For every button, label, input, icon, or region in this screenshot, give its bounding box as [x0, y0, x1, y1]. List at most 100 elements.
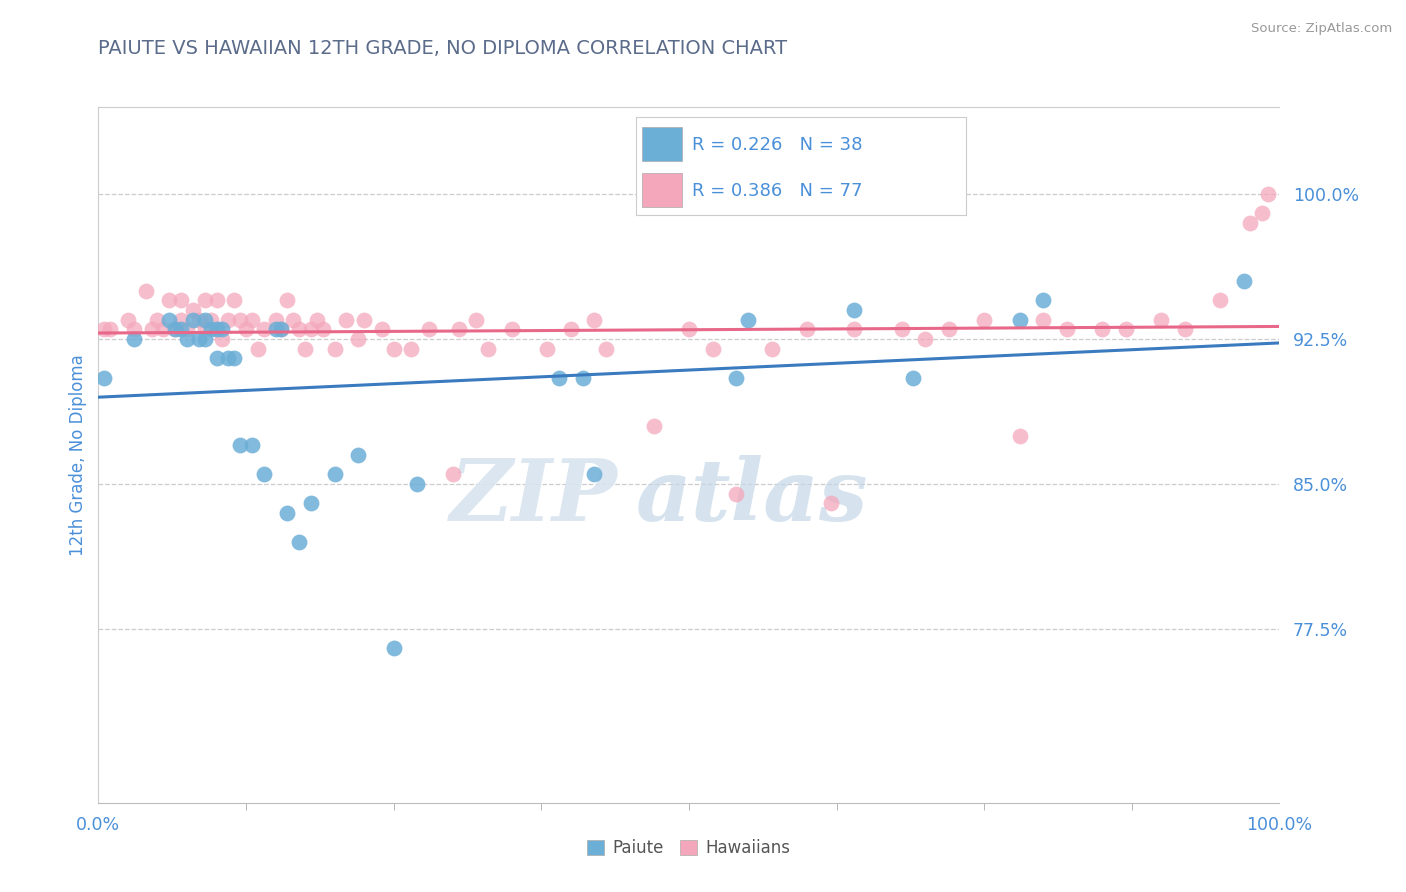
Point — [1250, 206, 1272, 220]
Point — [299, 322, 322, 336]
Point — [323, 467, 346, 482]
Point — [725, 370, 748, 384]
Point — [294, 342, 316, 356]
Point — [1032, 312, 1054, 326]
Point — [382, 641, 405, 656]
Point — [224, 293, 246, 308]
Point — [276, 293, 298, 308]
Point — [501, 322, 523, 336]
Point — [725, 486, 748, 500]
Point — [264, 322, 287, 336]
Point — [288, 535, 311, 549]
Point — [536, 342, 558, 356]
Legend: Paiute, Hawaiians: Paiute, Hawaiians — [581, 833, 797, 864]
Point — [1056, 322, 1078, 336]
Point — [205, 322, 228, 336]
Point — [1032, 293, 1054, 308]
Point — [176, 332, 198, 346]
Point — [240, 438, 263, 452]
Point — [1008, 312, 1031, 326]
Point — [211, 322, 233, 336]
Point — [761, 342, 783, 356]
Point — [205, 322, 228, 336]
Point — [406, 477, 429, 491]
Point — [187, 312, 209, 326]
Point — [305, 312, 328, 326]
Point — [93, 322, 115, 336]
Point — [181, 312, 204, 326]
Point — [176, 322, 198, 336]
Point — [276, 506, 298, 520]
Point — [820, 496, 842, 510]
Point — [283, 312, 305, 326]
Point — [1150, 312, 1173, 326]
Point — [418, 322, 440, 336]
Text: ZIP: ZIP — [450, 455, 619, 539]
Point — [270, 322, 292, 336]
Point — [194, 322, 217, 336]
Point — [447, 322, 470, 336]
Point — [181, 303, 204, 318]
Point — [200, 322, 222, 336]
Point — [194, 332, 217, 346]
Point — [117, 312, 139, 326]
Point — [288, 322, 311, 336]
Point — [170, 322, 193, 336]
Point — [229, 438, 252, 452]
Point — [1239, 216, 1261, 230]
Point — [1091, 322, 1114, 336]
Point — [903, 370, 925, 384]
Point — [595, 342, 617, 356]
Y-axis label: 12th Grade, No Diploma: 12th Grade, No Diploma — [69, 354, 87, 556]
Point — [240, 312, 263, 326]
Point — [165, 322, 187, 336]
Point — [382, 342, 405, 356]
Point — [93, 370, 115, 384]
Point — [270, 322, 292, 336]
Point — [973, 312, 995, 326]
Point — [678, 322, 700, 336]
Point — [1233, 274, 1256, 288]
Point — [312, 322, 335, 336]
Point — [152, 322, 174, 336]
Point — [299, 496, 322, 510]
Point — [643, 419, 665, 434]
Point — [235, 322, 257, 336]
Point — [211, 332, 233, 346]
Point — [465, 312, 488, 326]
Point — [371, 322, 394, 336]
Point — [264, 312, 287, 326]
Point — [194, 312, 217, 326]
Point — [246, 342, 269, 356]
Point — [229, 312, 252, 326]
Point — [170, 293, 193, 308]
Text: Source: ZipAtlas.com: Source: ZipAtlas.com — [1251, 22, 1392, 36]
Text: atlas: atlas — [636, 455, 869, 539]
Point — [335, 312, 357, 326]
Point — [135, 284, 157, 298]
Point — [938, 322, 960, 336]
Point — [702, 342, 724, 356]
Point — [200, 312, 222, 326]
Point — [187, 332, 209, 346]
Point — [1257, 187, 1279, 202]
Point — [224, 351, 246, 366]
Point — [1174, 322, 1197, 336]
Point — [217, 312, 239, 326]
Point — [914, 332, 936, 346]
Point — [217, 351, 239, 366]
Point — [560, 322, 582, 336]
Point — [165, 322, 187, 336]
Point — [323, 342, 346, 356]
Point — [583, 467, 606, 482]
Point — [1209, 293, 1232, 308]
Point — [1008, 428, 1031, 442]
Point — [347, 332, 370, 346]
Point — [890, 322, 912, 336]
Point — [146, 312, 169, 326]
Point — [157, 293, 180, 308]
Point — [253, 467, 276, 482]
Point — [122, 332, 145, 346]
Point — [205, 351, 228, 366]
Point — [548, 370, 571, 384]
